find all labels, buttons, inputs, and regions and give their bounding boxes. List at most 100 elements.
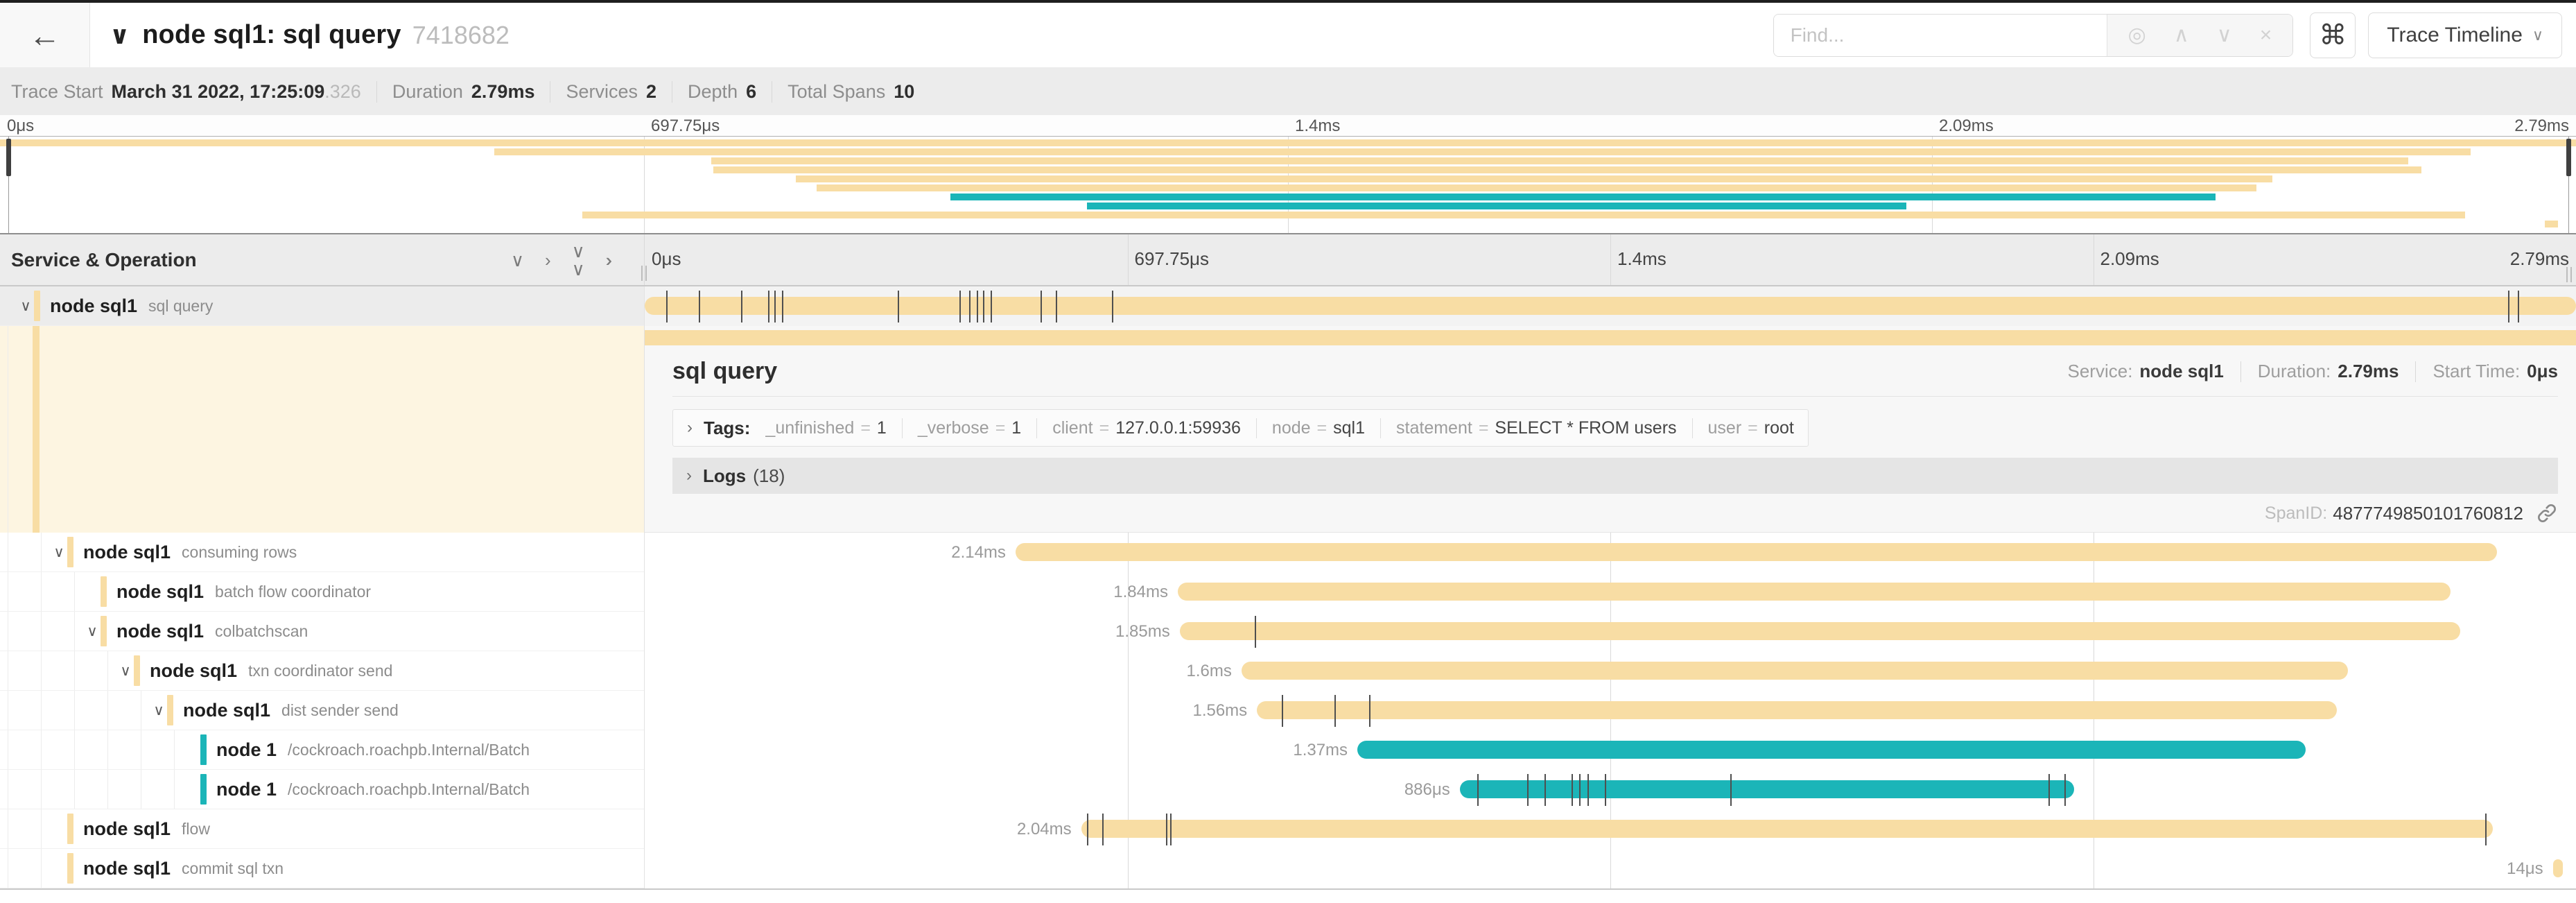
tag-item: node = sql1 <box>1255 418 1365 438</box>
minimap-left-scrubber[interactable] <box>6 137 11 233</box>
span-timeline-row[interactable]: 886μs <box>645 770 2576 809</box>
tree-row[interactable]: ∨ node sql1 dist sender send <box>0 691 644 730</box>
span-timeline-row[interactable]: 1.6ms <box>645 651 2576 691</box>
span-id-label: SpanID: <box>2264 503 2328 523</box>
row-collapse-chevron-icon[interactable]: ∨ <box>20 298 31 314</box>
log-marker <box>781 291 783 322</box>
duration-value: 2.79ms <box>2338 361 2399 381</box>
log-marker <box>1282 695 1284 727</box>
span-bar[interactable] <box>1459 780 2074 798</box>
collapse-trace-chevron-icon[interactable]: ∨ <box>110 20 130 49</box>
service-color-chip <box>101 576 107 607</box>
collapse-all-icon[interactable]: ∨ ∨ <box>571 240 585 280</box>
span-timeline-row[interactable]: 2.14ms <box>645 533 2576 572</box>
service-name: node sql1 <box>83 541 171 562</box>
tree-row[interactable]: ∨ node sql1 consuming rows <box>0 533 644 572</box>
log-marker <box>1730 774 1732 806</box>
service-name: node sql1 <box>83 818 171 839</box>
keyboard-shortcuts-button[interactable]: ⌘ <box>2310 12 2356 58</box>
span-rows-area: ∨ node sql1 sql query ∨ node sql1 consuming r… <box>0 286 2576 890</box>
operation-name: txn coordinator send <box>248 661 393 680</box>
tag-item: _verbose = 1 <box>901 418 1021 438</box>
expand-all-icon[interactable]: ›› <box>605 249 613 270</box>
summary-item: Trace Start March 31 2022, 17:25:09.326 <box>11 80 361 102</box>
operation-name: consuming rows <box>182 542 297 561</box>
right-edge-grip[interactable] <box>2566 267 2572 282</box>
span-tree-column: ∨ node sql1 sql query ∨ node sql1 consuming r… <box>0 286 645 888</box>
span-timeline-row[interactable]: 2.04ms <box>645 809 2576 849</box>
chevron-right-icon: › <box>687 418 693 437</box>
log-marker <box>774 291 776 322</box>
detail-span-bar[interactable] <box>645 330 2576 345</box>
span-bar[interactable] <box>645 297 2576 315</box>
tree-row[interactable]: ∨ node sql1 txn coordinator send <box>0 651 644 691</box>
tree-row[interactable]: ∨ node sql1 colbatchscan <box>0 612 644 651</box>
view-selector-button[interactable]: Trace Timeline ∨ <box>2368 12 2562 58</box>
service-color-chip <box>67 537 73 567</box>
column-resizer[interactable] <box>641 266 647 281</box>
span-timeline-row[interactable]: 1.85ms <box>645 612 2576 651</box>
span-duration-label: 2.14ms <box>951 543 1006 562</box>
expand-one-icon[interactable]: › <box>544 249 551 270</box>
span-bar[interactable] <box>1257 701 2337 719</box>
tree-row[interactable]: node sql1 commit sql txn <box>0 849 644 888</box>
span-timeline-column: sql query Service: node sql1 Duration: 2… <box>645 286 2576 888</box>
log-marker <box>1334 695 1336 727</box>
minimap-canvas[interactable] <box>0 136 2576 234</box>
span-bar[interactable] <box>1081 820 2494 838</box>
tick-label: 1.4ms <box>1295 117 1341 135</box>
operation-name: colbatchscan <box>215 621 308 640</box>
find-input[interactable] <box>1773 14 2107 56</box>
service-operation-title: Service & Operation <box>11 248 197 270</box>
row-collapse-chevron-icon[interactable]: ∨ <box>120 662 131 679</box>
minimap-right-scrubber[interactable] <box>2566 137 2571 233</box>
tag-item: _unfinished = 1 <box>765 418 887 438</box>
row-collapse-chevron-icon[interactable]: ∨ <box>87 623 98 639</box>
service-name: node sql1 <box>150 660 238 681</box>
tree-row[interactable]: node 1/cockroach.roachpb.Internal/Batch <box>0 770 644 809</box>
back-button[interactable]: ← <box>0 3 90 67</box>
log-marker <box>2518 291 2520 322</box>
log-marker <box>665 291 668 322</box>
span-timeline-row[interactable]: 1.56ms <box>645 691 2576 730</box>
span-detail-card: sql query Service: node sql1 Duration: 2… <box>645 345 2576 532</box>
clear-find-icon[interactable]: × <box>2259 23 2272 46</box>
tree-row[interactable]: node sql1 batch flow coordinator <box>0 572 644 612</box>
span-duration-label: 2.04ms <box>1016 820 1072 839</box>
start-time-value: 0μs <box>2527 361 2558 381</box>
span-bar[interactable] <box>2552 859 2563 877</box>
tags-accordion[interactable]: › Tags: _unfinished = 1 _verbose = 1 client = 12… <box>672 409 1809 447</box>
logs-accordion[interactable]: › Logs (18) <box>672 458 2558 494</box>
span-bar[interactable] <box>1015 543 2497 561</box>
span-timeline-row[interactable]: 1.37ms <box>645 730 2576 770</box>
minimap-tick-labels: 0μs 697.75μs 1.4ms 2.09ms 2.79ms <box>0 115 2576 136</box>
span-bar[interactable] <box>1241 662 2349 680</box>
next-result-icon[interactable]: ∨ <box>2216 23 2232 46</box>
logs-label: Logs <box>703 465 747 486</box>
span-timeline-row[interactable]: 14μs <box>645 849 2576 888</box>
span-duration-label: 886μs <box>1404 780 1450 799</box>
span-id-value: 4877749850101760812 <box>2333 502 2523 524</box>
locate-icon[interactable]: ◎ <box>2127 23 2146 46</box>
row-collapse-chevron-icon[interactable]: ∨ <box>53 544 64 560</box>
span-bar[interactable] <box>1179 622 2460 640</box>
tree-row[interactable]: ∨ node sql1 sql query <box>0 286 644 326</box>
span-timeline-row[interactable]: 1.84ms <box>645 572 2576 612</box>
span-bar[interactable] <box>1177 583 2451 601</box>
collapse-one-icon[interactable]: ∨ <box>510 249 524 270</box>
tick-label: 1.4ms <box>1617 248 1666 269</box>
prev-result-icon[interactable]: ∧ <box>2173 23 2189 46</box>
log-marker <box>1086 814 1088 845</box>
deep-link-icon[interactable] <box>2536 502 2558 524</box>
log-marker <box>1255 616 1257 648</box>
view-selector-label: Trace Timeline <box>2387 23 2523 46</box>
tree-row[interactable]: node sql1 flow <box>0 809 644 849</box>
tick-label: 0μs <box>652 248 681 269</box>
tree-row[interactable]: node 1/cockroach.roachpb.Internal/Batch <box>0 730 644 770</box>
row-collapse-chevron-icon[interactable]: ∨ <box>153 702 164 719</box>
span-bar[interactable] <box>1357 741 2306 759</box>
log-marker <box>1368 695 1370 727</box>
span-timeline-row[interactable] <box>645 286 2576 326</box>
log-marker <box>1544 774 1547 806</box>
